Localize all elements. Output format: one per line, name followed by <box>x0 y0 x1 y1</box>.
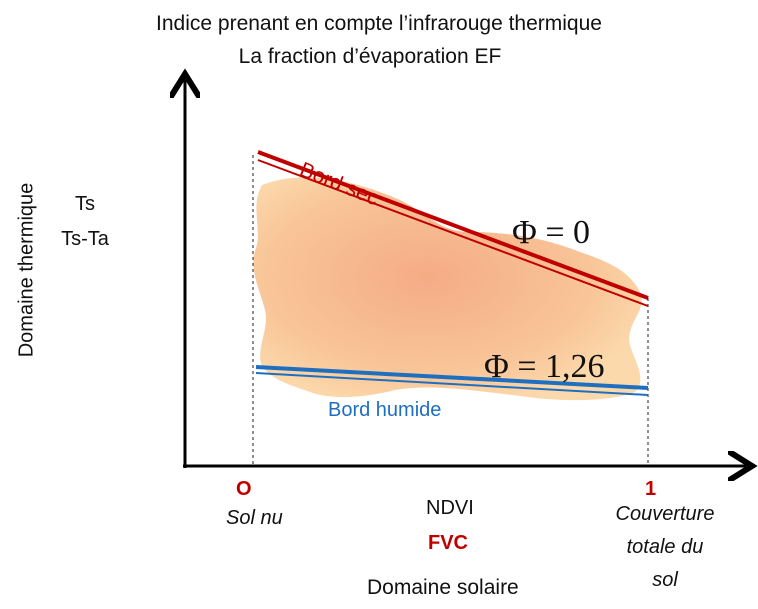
x-end-value: 1 <box>645 478 657 500</box>
x-start-value: O <box>236 478 252 500</box>
x-start-caption: Sol nu <box>226 507 283 529</box>
x-variable-fvc: FVC <box>428 532 468 554</box>
data-cloud <box>253 177 642 401</box>
x-variable-ndvi: NDVI <box>426 497 474 519</box>
x-end-caption-line-3: sol <box>652 569 678 591</box>
y-variable-ts: Ts <box>75 193 95 215</box>
x-axis-label: Domaine solaire <box>367 576 519 599</box>
wet-edge-equation: Φ = 1,26 <box>484 348 605 385</box>
wet-edge-line <box>255 365 649 396</box>
x-end-caption-line-2: totale du <box>626 536 704 558</box>
title-line-1: Indice prenant en compte l’infrarouge th… <box>156 12 602 35</box>
y-axis-label: Domaine thermique <box>15 182 38 358</box>
y-variable-ts-ta: Ts-Ta <box>61 228 109 250</box>
dry-edge-line <box>257 150 649 307</box>
x-end-caption-line-1: Couverture <box>615 503 715 525</box>
title-line-2: La fraction d’évaporation EF <box>238 45 502 68</box>
wet-edge-label: Bord humide <box>328 399 442 421</box>
dry-edge-equation: Φ = 0 <box>512 214 591 251</box>
